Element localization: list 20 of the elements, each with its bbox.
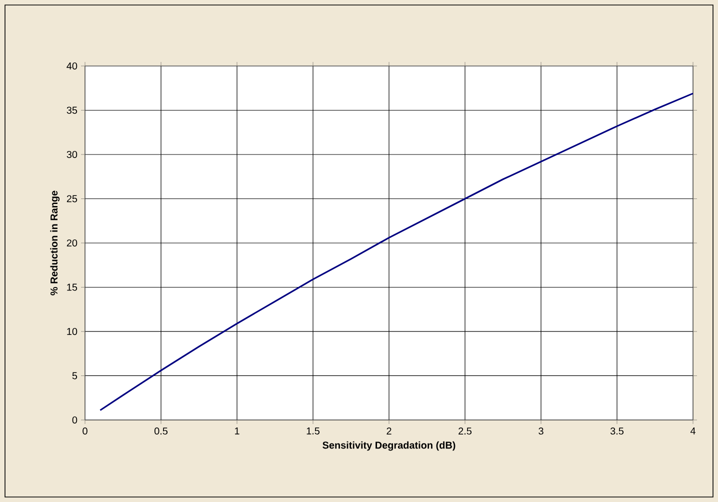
y-tick-label: 20 xyxy=(66,239,78,247)
x-tick-label: 3 xyxy=(538,428,544,435)
y-tick-label: 40 xyxy=(66,62,78,70)
y-tick-label: 5 xyxy=(72,372,78,380)
x-tick-label: 1 xyxy=(235,428,240,434)
x-tick-label: 1.5 xyxy=(306,428,320,434)
x-tick-label: 4 xyxy=(690,428,696,434)
y-tick-label: 25 xyxy=(66,195,78,202)
x-tick-label: 2 xyxy=(386,428,392,434)
x-tick-label: 0.5 xyxy=(154,428,168,435)
y-tick-label: 30 xyxy=(66,150,78,158)
x-tick-label: 3.5 xyxy=(610,428,624,435)
y-tick-label: 10 xyxy=(67,328,78,336)
y-tick-label: 15 xyxy=(67,284,78,291)
x-tick-label: 0 xyxy=(82,428,88,435)
y-tick-label: 0 xyxy=(72,416,78,424)
x-axis-title: Sensitivity Degradation (dB) xyxy=(322,441,456,451)
y-tick-label: 35 xyxy=(66,106,78,114)
x-tick-label: 2.5 xyxy=(458,428,472,435)
y-axis-title: % Reduction in Range xyxy=(50,190,60,296)
